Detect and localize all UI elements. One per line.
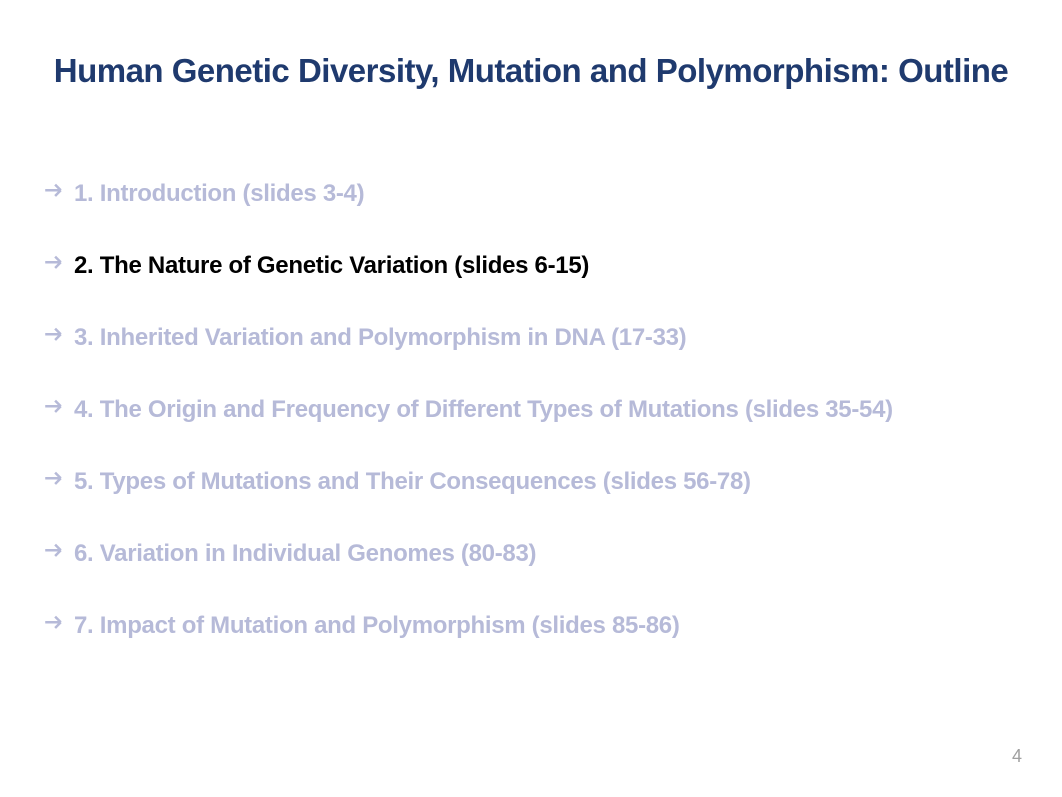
chevron-right-icon — [44, 398, 62, 416]
outline-item: 3. Inherited Variation and Polymorphism … — [44, 324, 1032, 352]
outline-item: 5. Types of Mutations and Their Conseque… — [44, 468, 1032, 496]
chevron-right-icon — [44, 326, 62, 344]
slide-title: Human Genetic Diversity, Mutation and Po… — [30, 52, 1032, 90]
chevron-right-icon — [44, 614, 62, 632]
outline-item: 4. The Origin and Frequency of Different… — [44, 396, 1032, 424]
chevron-right-icon — [44, 470, 62, 488]
outline-item: 6. Variation in Individual Genomes (80-8… — [44, 540, 1032, 568]
outline-item-label: 2. The Nature of Genetic Variation (slid… — [74, 252, 589, 280]
chevron-right-icon — [44, 254, 62, 272]
slide-container: Human Genetic Diversity, Mutation and Po… — [0, 0, 1062, 797]
outline-item-label: 5. Types of Mutations and Their Conseque… — [74, 468, 751, 496]
chevron-right-icon — [44, 542, 62, 560]
outline-item-label: 4. The Origin and Frequency of Different… — [74, 396, 893, 424]
outline-item: 7. Impact of Mutation and Polymorphism (… — [44, 612, 1032, 640]
outline-item-label: 3. Inherited Variation and Polymorphism … — [74, 324, 686, 352]
page-number: 4 — [1012, 746, 1022, 767]
chevron-right-icon — [44, 182, 62, 200]
outline-item: 1. Introduction (slides 3-4) — [44, 180, 1032, 208]
outline-list: 1. Introduction (slides 3-4) 2. The Natu… — [30, 180, 1032, 640]
outline-item-label: 1. Introduction (slides 3-4) — [74, 180, 364, 208]
outline-item-label: 7. Impact of Mutation and Polymorphism (… — [74, 612, 680, 640]
outline-item: 2. The Nature of Genetic Variation (slid… — [44, 252, 1032, 280]
outline-item-label: 6. Variation in Individual Genomes (80-8… — [74, 540, 536, 568]
